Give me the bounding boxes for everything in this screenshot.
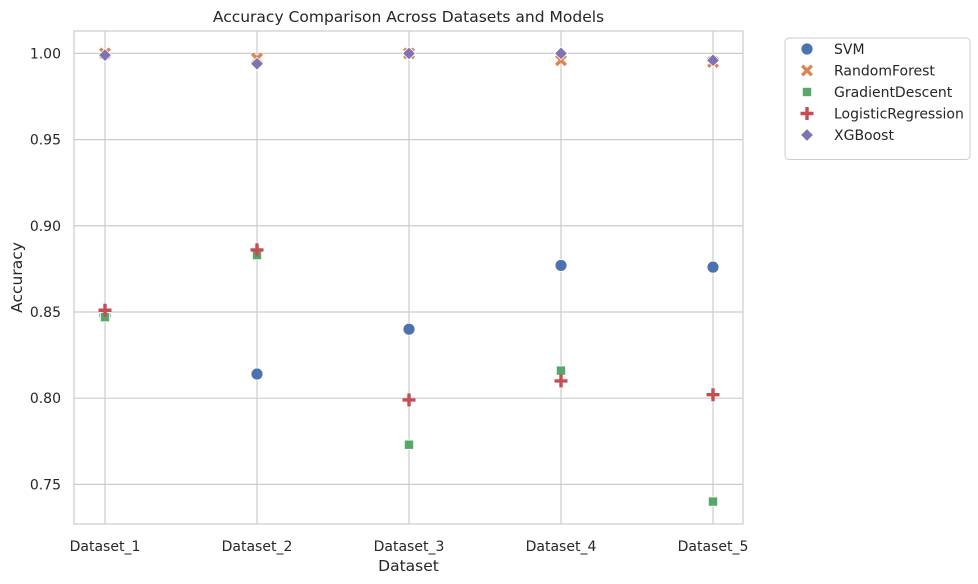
legend: SVM RandomForest GradientDescent LogisticRe…	[784, 37, 971, 160]
marker-x	[800, 64, 814, 77]
marker-diamond	[554, 46, 568, 61]
legend-label: SVM	[834, 42, 865, 58]
marker-plus	[250, 243, 264, 257]
marker-plus	[706, 388, 720, 402]
legend-label: LogisticRegression	[834, 107, 964, 123]
legend-item: SVM	[800, 42, 865, 58]
series-logisticregression	[98, 243, 720, 407]
series-xgboost	[98, 46, 720, 71]
data-point	[98, 48, 112, 63]
data-point	[250, 56, 264, 71]
data-markers	[98, 46, 720, 507]
data-point	[402, 322, 416, 336]
legend-item: XGBoost	[800, 128, 894, 144]
marker-circle	[250, 367, 264, 381]
marker-plus	[554, 374, 568, 388]
x-tick-label: Dataset_1	[70, 539, 141, 555]
y-tick-label: 0.75	[30, 477, 61, 493]
marker-diamond	[402, 46, 416, 61]
y-axis-ticks: 0.75 0.80 0.85 0.90 0.95 1.00	[30, 46, 61, 493]
chart-title: Accuracy Comparison Across Datasets and …	[213, 8, 604, 26]
data-point	[554, 259, 568, 272]
marker-square	[802, 87, 813, 98]
x-tick-label: Dataset_2	[222, 539, 293, 555]
y-tick-label: 1.00	[30, 46, 61, 62]
y-tick-label: 0.85	[30, 305, 61, 321]
x-tick-label: Dataset_5	[678, 539, 749, 555]
legend-marker	[800, 64, 814, 77]
legend-label: RandomForest	[834, 64, 935, 80]
legend-label: GradientDescent	[834, 85, 953, 101]
marker-circle	[554, 259, 568, 272]
data-point	[402, 46, 416, 61]
legend-item: LogisticRegression	[800, 107, 964, 123]
data-point	[706, 260, 720, 274]
legend-item: RandomForest	[800, 64, 935, 80]
marker-square	[556, 365, 567, 376]
data-point	[708, 496, 719, 507]
data-point	[706, 53, 720, 68]
marker-circle	[706, 260, 720, 274]
marker-square	[708, 496, 719, 507]
x-tick-label: Dataset_4	[526, 539, 597, 555]
data-point	[554, 46, 568, 61]
marker-circle	[402, 322, 416, 336]
y-tick-label: 0.95	[30, 133, 61, 149]
legend-marker	[802, 87, 813, 98]
marker-square	[403, 439, 414, 450]
data-point	[250, 243, 264, 257]
marker-circle	[800, 42, 814, 56]
y-axis-title: Accuracy	[8, 242, 26, 313]
data-point	[556, 365, 567, 376]
marker-plus	[98, 303, 112, 317]
x-axis-ticks: Dataset_1 Dataset_2 Dataset_3 Dataset_4 Data…	[70, 539, 749, 555]
data-point	[98, 303, 112, 317]
data-point	[250, 367, 264, 381]
marker-diamond	[800, 128, 814, 142]
legend-marker	[800, 107, 814, 120]
marker-diamond	[250, 56, 264, 71]
data-point	[402, 393, 416, 407]
legend-item: GradientDescent	[802, 85, 953, 101]
legend-label: XGBoost	[834, 128, 894, 144]
legend-marker	[800, 128, 814, 142]
y-tick-label: 0.80	[30, 391, 61, 407]
marker-diamond	[98, 48, 112, 63]
legend-marker	[800, 42, 814, 56]
data-point	[706, 388, 720, 402]
legend-box	[784, 37, 971, 160]
marker-plus	[402, 393, 416, 407]
marker-plus	[800, 107, 814, 120]
marker-diamond	[706, 53, 720, 68]
x-axis-title: Dataset	[378, 557, 439, 575]
data-point	[403, 439, 414, 450]
data-point	[554, 374, 568, 388]
y-tick-label: 0.90	[30, 219, 61, 235]
x-tick-label: Dataset_3	[374, 539, 445, 555]
plot-area-frame	[73, 30, 744, 525]
